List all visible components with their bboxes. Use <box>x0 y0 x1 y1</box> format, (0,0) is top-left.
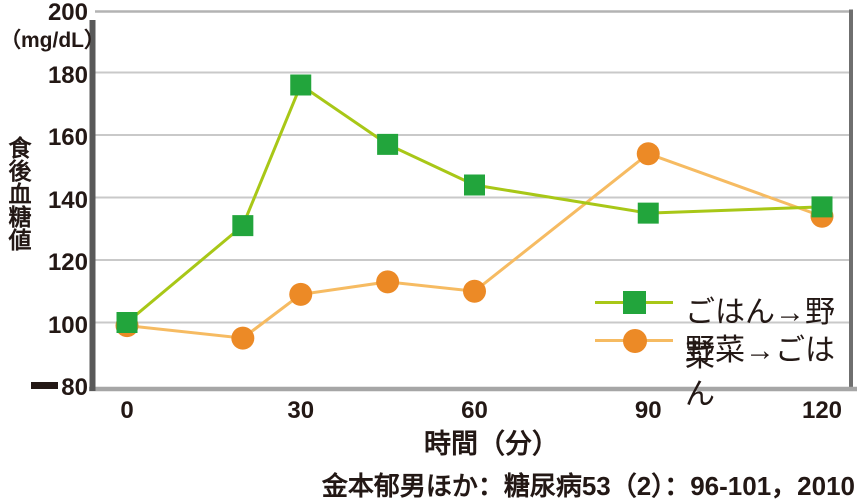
x-axis-title: 時間（分） <box>424 429 559 459</box>
x-tick-label-30: 30 <box>287 397 315 424</box>
data-point-0-45min <box>377 133 399 155</box>
data-point-0-90min <box>637 202 659 224</box>
legend-marker-circle-icon <box>623 329 647 353</box>
y-axis-break-dash <box>31 382 58 389</box>
y-tick-label-140: 140 <box>47 186 88 214</box>
data-point-0-0min <box>116 312 138 333</box>
y-tick-label-180: 180 <box>47 61 88 89</box>
data-point-0-30min <box>290 74 312 96</box>
y-tick-label-100: 100 <box>47 311 88 339</box>
legend-label-rice-first: ごはん→野菜 <box>685 296 835 373</box>
data-point-0-60min <box>464 174 485 196</box>
data-point-1-60min <box>463 279 486 303</box>
legend-marker-square-icon <box>623 291 646 314</box>
y-tick-label-80: 80 <box>61 374 88 401</box>
data-point-1-90min <box>636 142 660 166</box>
y-tick-label-160: 160 <box>47 124 88 151</box>
x-tick-label-120: 120 <box>801 397 843 424</box>
x-tick-label-0: 0 <box>120 397 134 424</box>
x-tick-label-90: 90 <box>634 397 662 424</box>
legend-label-vegetable-first: 野菜→ごはん <box>685 334 835 411</box>
y-axis-title: 食後血糖値 <box>5 136 31 251</box>
data-point-0-120min <box>811 196 833 218</box>
data-point-1-45min <box>376 270 400 294</box>
data-point-1-30min <box>289 282 313 306</box>
data-point-0-20min <box>232 215 254 237</box>
data-point-1-20min <box>231 326 255 350</box>
x-tick-label-60: 60 <box>461 397 488 424</box>
y-axis-unit-label: （mg/dL） <box>0 29 105 52</box>
y-tick-label-200: 200 <box>47 0 88 26</box>
y-tick-label-120: 120 <box>47 249 88 276</box>
source-citation: 金本郁男ほか：糖尿病53（2）：96-101，2010 <box>321 471 855 501</box>
